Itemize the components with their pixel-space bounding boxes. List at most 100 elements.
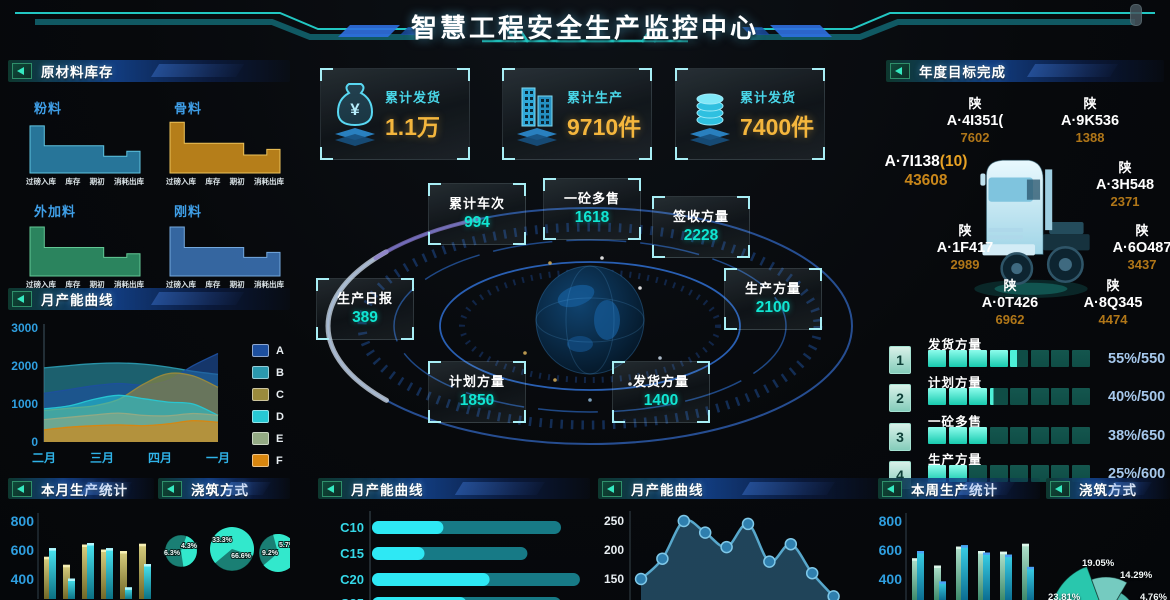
panel-pour-left: 浇筑方式 6.3%4.3% 33.3% 66.6% 9.2%5.7% [158,478,290,600]
raw-chart-title: 外加料 [34,204,77,219]
panel-title: 月产能曲线 [41,293,114,308]
plate-code: A·0T426 [981,295,1039,312]
panel-header-icon [12,291,32,307]
svg-text:C20: C20 [340,572,364,587]
plate-number: 2371 [1110,194,1140,210]
x-label: 过磅入库 [166,177,196,186]
corner-bracket [812,147,825,160]
progress-segment [1051,426,1069,444]
progress-segment [1030,426,1049,444]
legend-label: C [276,388,284,401]
legend-label: D [276,410,284,423]
svg-text:600: 600 [11,542,35,558]
rose-percent-label: 19.05% [1082,558,1115,569]
svg-text:0: 0 [31,435,38,449]
progress-segment [989,426,1008,444]
orbit-node: 计划方量 1850 [428,361,526,423]
panel-header-icon [890,63,910,79]
raw-chart-x-labels: 过磅入库 库存 期初 消耗出库 [26,176,144,187]
plate-province: 陕 [1003,278,1017,293]
progress-segments [928,426,1090,444]
svg-text:800: 800 [11,513,35,529]
svg-text:2000: 2000 [11,359,38,373]
x-label: 消耗出库 [253,280,284,289]
license-plate: 陕 A·6O487 3437 [1113,223,1170,274]
license-plate: 陕 A·3H548 2371 [1096,160,1154,211]
orbit-rings [325,205,855,447]
svg-text:200: 200 [604,543,624,557]
pour-rose-chart [1052,565,1130,600]
stat-card-value: 7400件 [740,113,815,140]
plate-number: 3437 [1127,257,1157,273]
corner-bracket [809,268,822,281]
panel-header: 浇筑方式 [158,478,290,499]
corner-bracket [401,327,414,340]
header-decoration [15,12,1155,43]
panel-title: 浇筑方式 [191,482,249,498]
node-label: 发货方量 [632,374,689,389]
corner-bracket [675,147,688,160]
svg-text:三月: 三月 [90,451,114,465]
money-bag-icon: ¥ [331,80,379,148]
x-label: 库存 [65,280,81,289]
svg-text:C15: C15 [340,546,364,561]
corner-bracket [724,268,737,281]
raw-mini-chart: 外加料过磅入库 库存 期初 消耗出库 [26,201,144,290]
raw-chart-x-labels: 过磅入库 库存 期初 消耗出库 [166,279,284,290]
rose-percent-label: 23.81% [1048,592,1081,600]
progress-segment [1030,388,1049,406]
panel-header: 年度目标完成 [886,60,1164,82]
legend-label: E [276,432,284,445]
corner-bracket [502,147,515,160]
progress-segment [948,350,967,367]
corner-bracket [628,178,641,191]
license-plate: 陕 A·9K536 1388 [1061,96,1119,147]
plate-number: 43608 [904,172,948,190]
progress-segment [1051,350,1069,367]
stat-card-text: 累计发货 1.1万 [385,87,441,142]
svg-text:1000: 1000 [11,397,38,411]
stat-card: 累计发货 7400件 [675,68,825,160]
corner-bracket [628,227,641,240]
progress-rank-badge: 2 [889,384,911,413]
panel-annual-target: 年度目标完成 陕 A·4I351(7602 陕 A·9K5 [885,60,1170,332]
progress-segment [1071,426,1090,444]
panel-header: 浇筑方式 [1046,478,1170,499]
stat-card-text: 累计生产 9710件 [567,87,641,142]
legend-item: D [252,410,284,423]
progress-row: 2 计划方量 40%/500 [886,374,1170,413]
progress-rank-badge: 3 [889,422,911,451]
x-label: 消耗出库 [253,177,284,186]
scrollbar-thumb[interactable] [1130,4,1142,26]
legend-label: B [276,366,284,379]
corner-bracket [675,68,688,81]
raw-chart-title: 粉料 [34,101,63,116]
node-label: 生产方量 [744,281,801,296]
coins-icon [686,80,734,148]
orbit-section: 累计车次 994 一砼多售 1618 签收方量 2228 生产日报 389 生产方量 2100 计划… [300,168,880,480]
corner-bracket [320,147,333,160]
progress-segments [928,388,1090,406]
svg-text:250: 250 [604,514,624,528]
pour-pie-charts: 6.3%4.3% 33.3% 66.6% 9.2%5.7% [163,526,290,573]
svg-text:一月: 一月 [206,451,230,465]
progress-segment [969,350,987,367]
corner-bracket [316,278,329,291]
raw-chart-x-labels: 过磅入库 库存 期初 消耗出库 [26,279,144,290]
month-stats-bar-chart: 800 600 400 [11,513,151,599]
panel-title: 月产能曲线 [631,482,704,498]
corner-bracket [428,232,441,245]
plate-number: 2989 [950,257,980,273]
svg-text:四月: 四月 [148,451,172,465]
corner-bracket [639,147,652,160]
svg-text:C10: C10 [340,520,364,535]
legend-swatch [252,432,270,445]
plate-number: 6962 [995,312,1025,328]
corner-bracket [316,327,329,340]
progress-segment [948,388,967,406]
progress-segment [1030,350,1049,367]
panel-title: 原材料库存 [41,65,114,80]
node-label: 一砼多售 [563,191,620,206]
